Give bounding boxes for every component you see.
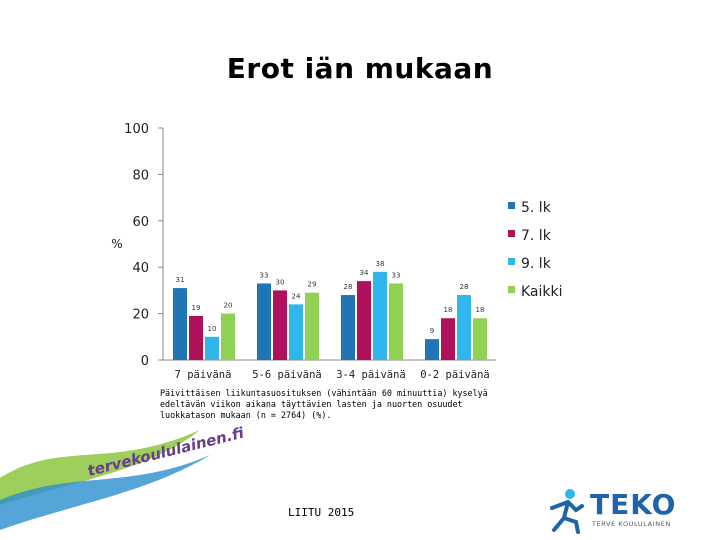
legend-label: 9. lk	[521, 256, 552, 272]
data-label: 34	[360, 269, 369, 277]
data-label: 18	[444, 306, 453, 314]
bar	[425, 339, 439, 360]
y-tick-label: 40	[132, 261, 149, 276]
teko-logo: TEKO TERVE KOULULAINEN	[546, 488, 696, 534]
x-tick-label: 5-6 päivänä	[252, 369, 322, 381]
data-label: 24	[292, 292, 301, 300]
bar	[289, 304, 303, 360]
y-axis-label: %	[111, 237, 122, 251]
bar	[341, 295, 355, 360]
x-tick-label: 0-2 päivänä	[420, 369, 490, 381]
legend-swatch	[508, 202, 515, 209]
logo-brand: TEKO	[590, 488, 677, 521]
data-label: 28	[460, 283, 469, 291]
source-label: LIITU 2015	[288, 506, 355, 519]
data-label: 19	[192, 304, 201, 312]
data-label: 10	[208, 325, 217, 333]
bar	[373, 271, 387, 360]
legend-label: 5. lk	[521, 200, 552, 216]
bar	[305, 292, 319, 360]
legend-label: 7. lk	[521, 228, 552, 244]
data-label: 28	[344, 283, 353, 291]
data-label: 33	[392, 271, 401, 279]
data-label: 18	[476, 306, 485, 314]
legend-label: Kaikki	[521, 284, 563, 300]
data-label: 20	[224, 302, 233, 310]
y-tick-label: 20	[132, 308, 149, 323]
logo-swoosh	[0, 430, 210, 530]
legend-swatch	[508, 230, 515, 237]
data-label: 30	[276, 278, 285, 286]
legend-swatch	[508, 258, 515, 265]
bar	[173, 288, 187, 360]
y-tick-label: 60	[132, 215, 149, 230]
y-tick-label: 80	[132, 168, 149, 183]
bar	[457, 295, 471, 360]
figure-caption: Päivittäisen liikuntasuosituksen (vähint…	[160, 388, 488, 420]
bar	[257, 283, 271, 360]
bar	[441, 318, 455, 360]
y-tick-label: 0	[141, 354, 149, 369]
bar	[221, 313, 235, 360]
data-label: 9	[430, 327, 434, 335]
bar	[189, 315, 203, 360]
bar	[205, 336, 219, 360]
bar	[357, 281, 371, 360]
chart-title: Erot iän mukaan	[226, 52, 494, 85]
x-tick-label: 3-4 päivänä	[336, 369, 406, 381]
bar	[473, 318, 487, 360]
bar	[273, 290, 287, 360]
y-tick-label: 100	[124, 122, 149, 137]
legend-swatch	[508, 286, 515, 293]
bar	[389, 283, 403, 360]
data-label: 31	[176, 276, 185, 284]
data-label: 33	[260, 271, 269, 279]
logo-tagline: TERVE KOULULAINEN	[592, 520, 671, 528]
runner-icon	[550, 489, 584, 534]
data-label: 29	[308, 281, 317, 289]
x-tick-label: 7 päivänä	[175, 369, 232, 381]
data-label: 38	[376, 260, 385, 268]
